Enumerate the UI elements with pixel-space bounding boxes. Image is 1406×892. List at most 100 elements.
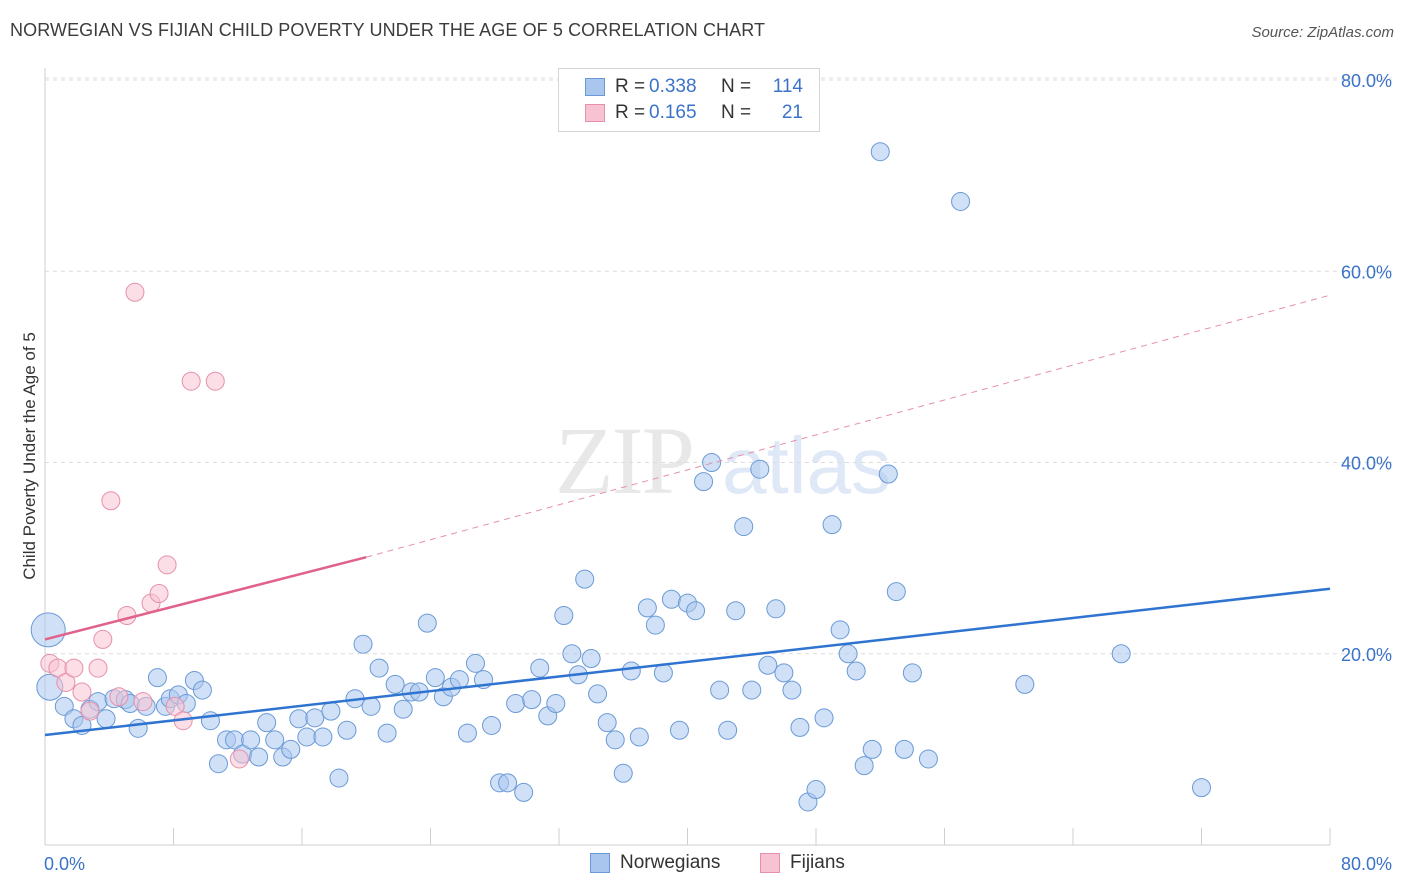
point-norwegians — [265, 730, 285, 750]
series-legend-norwegians[interactable]: Norwegians — [590, 852, 720, 874]
legend-r-value: 0.165 — [649, 102, 697, 123]
point-norwegians — [726, 601, 746, 621]
point-norwegians — [758, 655, 778, 675]
point-norwegians — [249, 747, 269, 767]
point-fijians — [72, 682, 92, 702]
point-norwegians — [482, 715, 502, 735]
point-norwegians — [637, 598, 657, 618]
point-norwegians — [718, 720, 738, 740]
point-norwegians — [128, 718, 148, 738]
point-norwegians — [782, 680, 802, 700]
point-norwegians — [830, 620, 850, 640]
legend-n-label: N = — [721, 76, 752, 97]
point-fijians — [93, 629, 113, 649]
point-fijians — [157, 555, 177, 575]
grid-lines — [45, 77, 1392, 655]
point-norwegians — [669, 720, 689, 740]
point-norwegians — [1111, 644, 1131, 664]
point-norwegians — [305, 708, 325, 728]
point-norwegians — [886, 582, 906, 602]
point-fijians — [56, 672, 76, 692]
legend-n-label: N = — [721, 102, 752, 123]
point-norwegians — [329, 768, 349, 788]
legend-row-fijians: R = 0.165 N = 21 — [585, 101, 803, 125]
point-norwegians — [96, 709, 116, 729]
point-fijians — [101, 491, 121, 511]
point-norwegians — [750, 459, 770, 479]
point-norwegians — [514, 782, 534, 802]
x-tick-label-end: 80.0% — [1341, 854, 1392, 874]
point-norwegians — [369, 658, 389, 678]
point-norwegians — [645, 615, 665, 635]
point-fijians — [88, 658, 108, 678]
point-norwegians — [894, 739, 914, 759]
series-swatch-fijians — [760, 853, 780, 873]
legend-swatch-fijians — [585, 104, 605, 122]
point-fijians — [133, 692, 153, 712]
point-norwegians — [766, 599, 786, 619]
point-norwegians — [192, 680, 212, 700]
point-norwegians — [814, 708, 834, 728]
tick-labels: 20.0% 40.0% 60.0% 80.0% 0.0% 80.0% — [44, 71, 1392, 874]
watermark-atlas: atlas — [722, 421, 891, 510]
trend-line-fijians — [44, 555, 367, 641]
point-fijians — [125, 282, 145, 302]
point-norwegians — [313, 727, 333, 747]
axes — [44, 68, 1331, 846]
point-norwegians — [289, 709, 309, 729]
point-norwegians — [30, 612, 66, 648]
point-norwegians — [588, 684, 608, 704]
point-norwegians — [822, 515, 842, 535]
point-norwegians — [457, 723, 477, 743]
point-norwegians — [790, 717, 810, 737]
point-norwegians — [297, 727, 317, 747]
point-norwegians — [377, 723, 397, 743]
point-norwegians — [562, 644, 582, 664]
point-norwegians — [870, 142, 890, 162]
point-norwegians — [530, 658, 550, 678]
point-norwegians — [1015, 674, 1035, 694]
point-norwegians — [385, 674, 405, 694]
point-norwegians — [337, 720, 357, 740]
point-fijians — [165, 696, 185, 716]
point-norwegians — [425, 668, 445, 688]
series-label-norwegians: Norwegians — [620, 852, 721, 873]
point-norwegians — [506, 693, 526, 713]
point-norwegians — [522, 690, 542, 710]
series-swatch-norwegians — [590, 853, 610, 873]
series-legend: Norwegians Fijians — [0, 852, 1406, 876]
point-fijians — [64, 658, 84, 678]
point-norwegians — [854, 756, 874, 776]
point-norwegians — [597, 713, 617, 733]
point-norwegians — [846, 661, 866, 681]
legend-n-value: 21 — [781, 102, 803, 123]
point-norwegians — [702, 453, 722, 472]
legend-r-label: R = — [615, 102, 646, 123]
point-norwegians — [581, 649, 601, 669]
point-norwegians — [393, 699, 413, 719]
legend-n-value: 114 — [772, 76, 803, 97]
legend: R = 0.338 N = 114 R = 0.165 N = 21 — [558, 68, 820, 132]
point-norwegians — [465, 653, 485, 673]
point-norwegians — [353, 634, 373, 654]
point-norwegians — [281, 739, 301, 759]
point-norwegians — [498, 773, 518, 793]
point-norwegians — [605, 730, 625, 750]
data-points — [30, 142, 1211, 812]
series-label-fijians: Fijians — [790, 852, 845, 873]
point-norwegians — [361, 696, 381, 716]
point-norwegians — [554, 606, 574, 625]
point-norwegians — [613, 763, 633, 783]
point-norwegians — [321, 701, 341, 721]
chart-title: NORWEGIAN VS FIJIAN CHILD POVERTY UNDER … — [10, 20, 766, 40]
point-norwegians — [902, 663, 922, 683]
series-legend-fijians[interactable]: Fijians — [760, 852, 845, 874]
y-tick-label: 20.0% — [1341, 645, 1392, 665]
trend-lines — [44, 294, 1331, 737]
point-fijians — [229, 749, 249, 769]
point-norwegians — [951, 191, 971, 211]
point-fijians — [80, 701, 100, 721]
point-norwegians — [918, 749, 938, 769]
legend-row-norwegians: R = 0.338 N = 114 — [585, 75, 803, 99]
point-fijians — [149, 584, 169, 604]
